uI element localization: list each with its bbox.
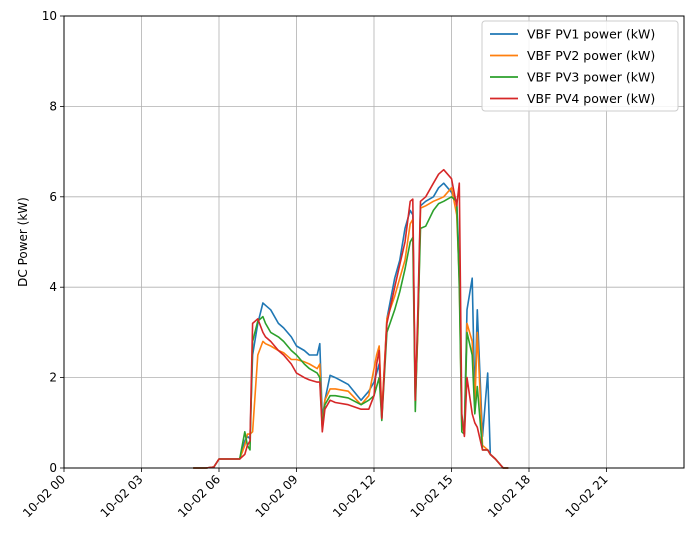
y-tick-label: 8 <box>49 99 57 113</box>
y-axis-label: DC Power (kW) <box>16 197 30 287</box>
legend-label: VBF PV2 power (kW) <box>527 48 655 63</box>
legend-label: VBF PV4 power (kW) <box>527 91 655 106</box>
x-tick-label: 10-02 15 <box>408 472 456 520</box>
x-tick-label: 10-02 03 <box>98 472 146 520</box>
y-tick-label: 0 <box>49 461 57 475</box>
series-layer <box>193 168 509 469</box>
legend-box <box>481 20 679 112</box>
y-axis: 0 2 4 6 8 10 <box>42 9 64 475</box>
x-tick-label: 10-02 12 <box>330 472 378 520</box>
x-axis: 10-02 00 10-02 03 10-02 06 10-02 09 10-02 12… <box>20 468 611 520</box>
y-tick-label: 2 <box>49 371 57 385</box>
legend-label: VBF PV1 power (kW) <box>527 27 655 42</box>
series-line-pv4 <box>193 168 509 469</box>
x-tick-label: 10-02 09 <box>253 472 301 520</box>
legend-label: VBF PV3 power (kW) <box>527 70 655 85</box>
x-tick-label: 10-02 00 <box>20 472 68 520</box>
y-tick-label: 4 <box>49 280 57 294</box>
x-tick-label: 10-02 06 <box>175 472 223 520</box>
y-tick-label: 6 <box>49 190 57 204</box>
x-tick-label: 10-02 18 <box>485 472 533 520</box>
y-tick-label: 10 <box>42 9 57 23</box>
x-tick-label: 10-02 21 <box>563 472 611 520</box>
legend: VBF PV1 power (kW) VBF PV2 power (kW) VBF … <box>481 20 679 112</box>
